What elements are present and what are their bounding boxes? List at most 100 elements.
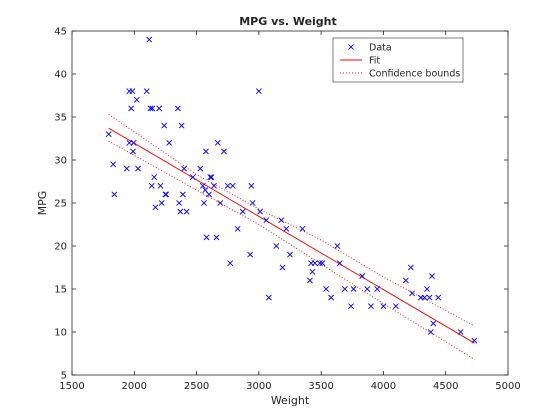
y-axis-label: MPG [36, 191, 49, 216]
data-point-marker [248, 182, 255, 189]
data-point-marker [203, 234, 210, 241]
data-point-marker [348, 303, 354, 310]
x-axis-ticks: 1500 2000 2500 3000 3500 4000 4500 5000 [59, 31, 521, 392]
data-point-marker [424, 286, 430, 292]
x-tick-label: 4000 [371, 381, 396, 392]
data-point-marker [328, 294, 335, 301]
x-tick-label: 2500 [184, 381, 209, 392]
data-point-marker [279, 264, 286, 271]
data-point-marker [263, 217, 270, 224]
legend-label: Confidence bounds [369, 69, 460, 80]
data-point-marker [364, 286, 371, 292]
data-point-marker [105, 131, 112, 138]
data-point-marker [336, 260, 343, 267]
x-axis-label: Weight [271, 394, 310, 407]
fit-line [108, 127, 475, 344]
data-point-marker [128, 105, 135, 112]
data-point-marker [148, 182, 155, 189]
data-point-marker [158, 200, 165, 206]
data-point-marker [255, 88, 262, 95]
data-point-marker [430, 320, 437, 327]
data-point-marker [319, 260, 326, 267]
data-point-marker [407, 264, 414, 271]
data-point-marker [427, 329, 434, 335]
legend-label: Data [369, 43, 392, 54]
data-point-marker [129, 88, 136, 95]
data-point-marker [409, 290, 415, 297]
x-tick-label: 1500 [59, 381, 84, 392]
data-point-marker [435, 294, 442, 301]
data-point-marker [374, 286, 381, 292]
data-point-marker [130, 148, 136, 155]
data-point-marker [323, 286, 330, 292]
x-tick-label: 3000 [246, 381, 271, 392]
data-point-marker [224, 182, 231, 189]
y-tick-label: 45 [54, 27, 67, 38]
data-point-marker [110, 161, 117, 168]
data-point-marker [135, 165, 141, 172]
data-point-marker [421, 294, 428, 301]
data-point-marker [350, 286, 357, 292]
data-point-marker [189, 174, 196, 181]
data-point-marker [123, 165, 130, 172]
y-tick-label: 25 [54, 199, 67, 210]
legend-label: Fit [369, 56, 380, 67]
data-point-marker [176, 200, 183, 206]
data-points-layer [105, 36, 478, 344]
data-point-marker [311, 260, 318, 267]
legend-entry: Fit [340, 56, 380, 67]
data-point-marker [208, 174, 215, 181]
chart-title: MPG vs. Weight [239, 15, 337, 28]
y-tick-label: 40 [54, 70, 67, 81]
data-point-marker [178, 122, 185, 129]
data-point-marker [249, 200, 256, 206]
data-point-marker [229, 182, 236, 189]
data-point-marker [130, 139, 137, 146]
data-point-marker [426, 294, 433, 301]
confidence-bounds-layer [108, 114, 475, 360]
legend-entry: Data [348, 43, 392, 54]
data-point-marker [206, 191, 212, 198]
data-point-marker [299, 225, 306, 232]
x-tick-label: 2000 [122, 381, 147, 392]
data-point-marker [283, 225, 290, 232]
x-tick-label: 4500 [433, 381, 458, 392]
data-point-marker [163, 191, 169, 198]
data-point-marker [316, 260, 323, 267]
legend-items: Data Fit Confidence bounds [340, 43, 460, 80]
data-point-marker [334, 243, 341, 249]
data-point-marker [179, 191, 186, 198]
data-point-marker [202, 148, 209, 155]
x-tick-label: 3500 [308, 381, 333, 392]
data-point-marker [197, 165, 204, 172]
data-point-marker [181, 165, 188, 172]
y-tick-label: 5 [61, 371, 67, 382]
data-point-marker [126, 139, 133, 146]
data-point-marker [287, 251, 293, 258]
data-point-marker [273, 243, 280, 249]
data-point-marker [183, 208, 190, 215]
data-point-marker [257, 208, 264, 215]
legend-entry: Confidence bounds [340, 69, 460, 80]
data-point-marker [211, 182, 217, 189]
data-point-marker [133, 96, 140, 103]
data-point-marker [143, 88, 150, 95]
data-point-marker [146, 36, 153, 43]
data-point-marker [177, 208, 184, 215]
data-point-marker [307, 277, 313, 284]
data-point-marker [111, 191, 118, 198]
data-point-marker [368, 303, 374, 310]
y-axis-ticks: 5 10 15 20 25 30 35 40 45 [54, 27, 508, 382]
data-point-marker [147, 105, 154, 112]
y-tick-label: 30 [54, 156, 67, 167]
data-point-marker [213, 234, 220, 241]
data-point-marker [217, 200, 224, 206]
x-tick-label: 5000 [495, 381, 520, 392]
data-point-marker [227, 260, 234, 267]
data-point-marker [265, 294, 272, 301]
legend-marker-x-icon [348, 44, 354, 50]
data-point-marker [247, 251, 254, 258]
y-tick-label: 35 [54, 113, 67, 124]
upper-confidence-bound [108, 114, 475, 327]
